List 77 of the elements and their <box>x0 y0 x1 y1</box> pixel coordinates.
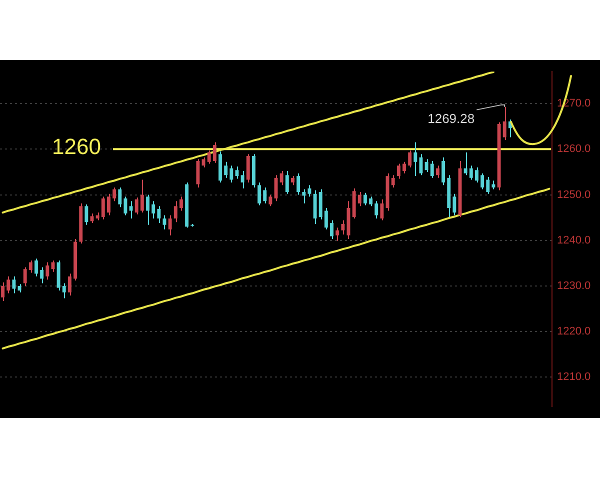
candlestick <box>380 198 384 221</box>
candlestick <box>469 165 473 180</box>
candlestick <box>436 165 440 178</box>
candlestick <box>1 282 5 302</box>
annotation: 1269.28 <box>428 110 475 126</box>
candlestick <box>369 196 373 207</box>
candlestick <box>196 158 200 188</box>
candlestick <box>118 186 122 208</box>
candlestick <box>475 166 478 183</box>
candlestick <box>23 266 27 286</box>
candlestick <box>28 260 32 274</box>
candlestick <box>240 170 244 189</box>
candlestick <box>336 227 340 242</box>
candlestick <box>396 163 400 180</box>
candlestick <box>330 220 334 240</box>
candlestick <box>124 196 128 216</box>
candlestick <box>502 106 506 141</box>
candlestick <box>168 214 172 236</box>
candlestick <box>157 206 161 224</box>
candlestick <box>212 142 216 164</box>
candlestick <box>442 156 445 186</box>
y-tick-label: 1210.0 <box>557 371 591 384</box>
candlestick <box>174 200 178 223</box>
candlestick <box>84 204 88 226</box>
y-tick-label: 1250.0 <box>557 188 591 201</box>
candlestick <box>68 273 72 296</box>
candlestick <box>152 200 156 219</box>
candlestick <box>302 188 306 204</box>
candlestick <box>486 176 490 194</box>
candlestick <box>424 158 428 172</box>
candlestick <box>107 193 110 216</box>
candlestick <box>224 161 228 178</box>
candlestick <box>414 142 418 177</box>
candlestick <box>464 152 468 176</box>
candlestick <box>62 282 66 299</box>
candlestick <box>34 258 38 277</box>
candlestick <box>391 174 395 188</box>
ref-line-label: 1260 <box>52 134 101 160</box>
candlestick <box>285 170 289 194</box>
candlestick <box>246 154 250 183</box>
y-tick-label: 1230.0 <box>557 280 591 292</box>
candlestick <box>419 154 423 176</box>
candlestick <box>324 207 328 230</box>
candlestick <box>268 194 272 207</box>
candlestick <box>480 172 484 190</box>
candlestick <box>291 176 294 186</box>
candlestick <box>235 166 239 180</box>
candlestick <box>280 170 284 186</box>
y-tick-label: 1260.0 <box>557 143 591 156</box>
candlestick <box>140 179 144 214</box>
candlestick <box>101 196 105 220</box>
candlestick <box>6 276 10 294</box>
candlestick <box>296 172 300 196</box>
candlestick <box>40 266 44 284</box>
candlestick <box>452 193 456 216</box>
candlestick <box>112 186 116 202</box>
candlestick <box>258 182 261 206</box>
candlestick <box>179 196 183 212</box>
candlestick <box>46 262 50 280</box>
candlestick <box>230 165 234 183</box>
candlestick <box>341 220 345 235</box>
candlestick <box>12 276 16 294</box>
candlestick <box>134 196 138 215</box>
candlestick <box>408 150 412 168</box>
candlestick <box>51 260 55 272</box>
candlestick <box>308 184 312 198</box>
y-tick-label: 1240.0 <box>557 234 591 246</box>
candlestick <box>146 194 150 226</box>
candlestick <box>402 161 406 174</box>
candlestick <box>263 186 267 204</box>
candlestick <box>207 150 211 164</box>
candlestick <box>374 200 378 219</box>
candlestick <box>358 192 362 207</box>
candlestick <box>129 200 133 219</box>
candlestick <box>430 160 434 178</box>
candlestick <box>363 192 367 206</box>
y-tick-label: 1220.0 <box>557 326 591 338</box>
